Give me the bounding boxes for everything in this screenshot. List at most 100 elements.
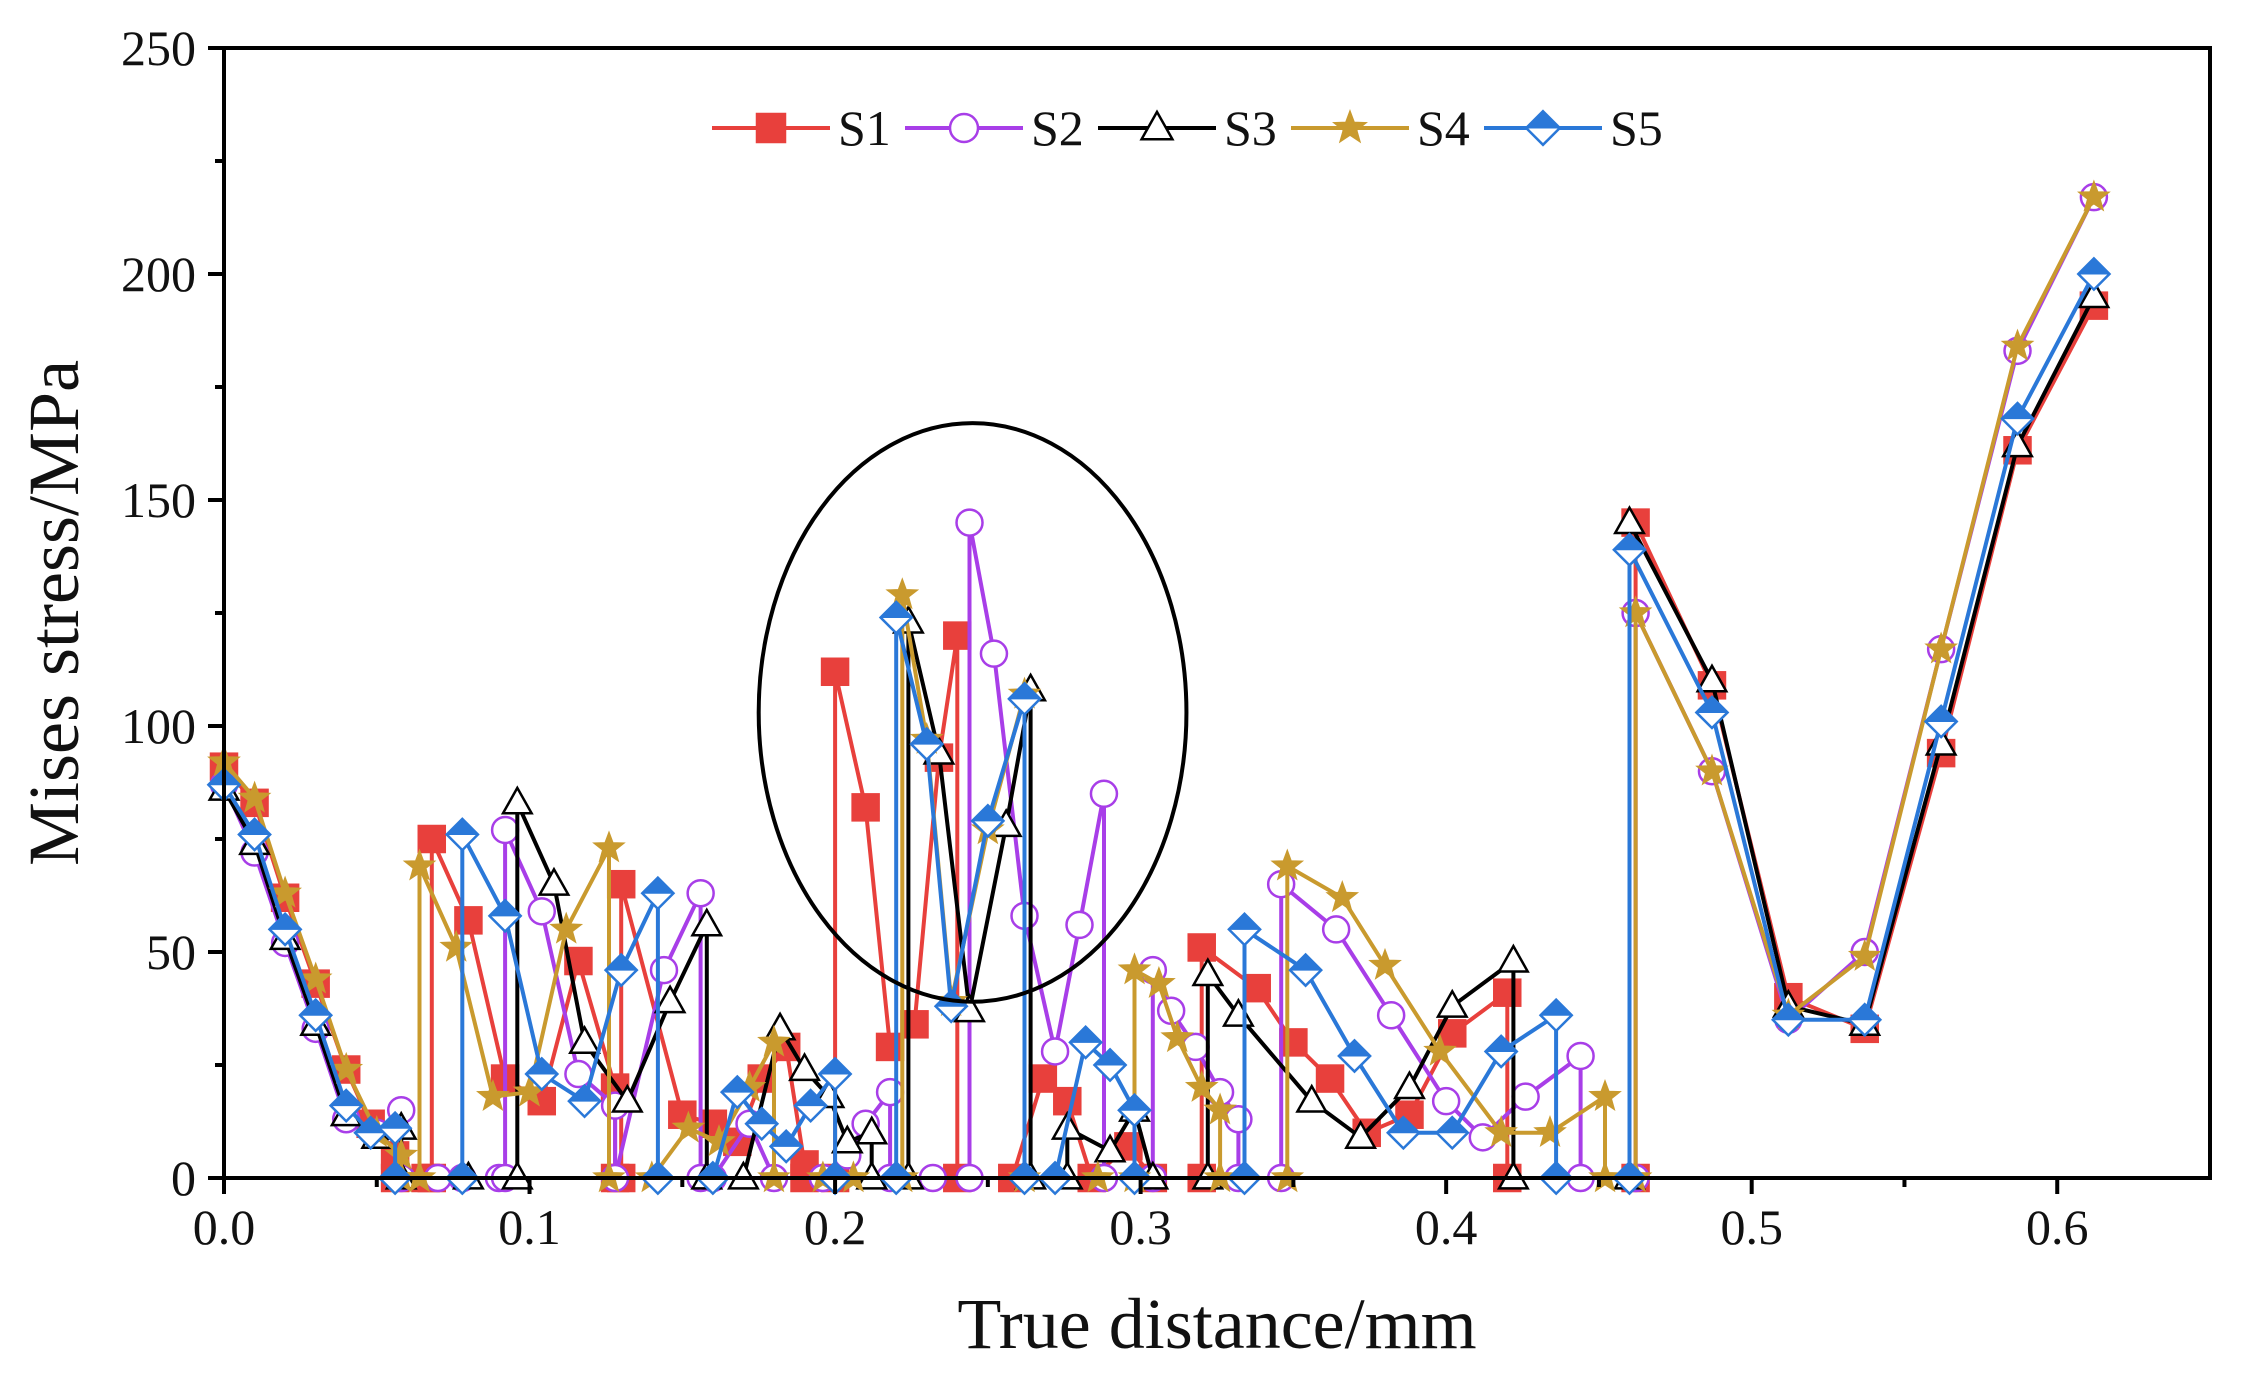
series-marker [1139,109,1175,141]
series-marker [603,952,639,988]
x-tick-label: 0.5 [1720,1199,1783,1255]
series-marker [686,878,715,908]
series-marker [851,793,880,822]
series-marker [1325,880,1360,913]
legend-item-s4: S4 [1291,100,1470,156]
series-marker [237,817,272,852]
series-marker [2077,279,2111,309]
series-marker [1203,1092,1237,1125]
y-axis-title: Mises stress/MPa [14,360,94,866]
series-marker [1191,957,1225,987]
series-marker [1321,915,1351,944]
marker-fill [971,804,1005,822]
series-marker [1434,1115,1470,1151]
series-marker [671,1110,706,1143]
series-marker [690,907,724,937]
marker-fill [1117,1093,1152,1111]
marker-fill [720,1075,755,1093]
series-marker [830,1124,864,1154]
series-marker [1315,1064,1345,1093]
series-marker [788,1052,821,1082]
legend-label: S1 [838,100,891,156]
marker-fill [769,1130,803,1147]
series-marker [1493,978,1522,1007]
series-marker [955,508,984,537]
marker-fill [567,1084,602,1102]
series-marker [1368,947,1402,980]
series-marker [909,726,945,762]
series-marker [1538,997,1574,1033]
series-marker [1770,1002,1806,1038]
y-tick-label: 150 [121,472,196,528]
marker-fill [1093,1048,1127,1066]
series-marker [2000,328,2035,361]
series-marker [755,112,787,144]
ticks-layer: 0.0 0.1 0.2 0.3 0.4 0.5 0.6 0 50 100 150 200 250 [121,20,2088,1255]
series-marker [900,1010,929,1039]
marker-fill [329,1089,364,1107]
series-marker [1295,1083,1329,1113]
annotation-layer [756,421,1189,1004]
series-marker [487,898,523,934]
series-marker [1612,532,1647,568]
series-marker [500,1160,534,1190]
series-marker [476,1078,510,1111]
series-marker [855,1115,889,1145]
series-marker [1695,663,1729,693]
marker-fill [1227,913,1262,930]
marker-fill [1288,953,1323,971]
marker-fill [1695,696,1729,713]
marker-fill [879,601,913,619]
marker-fill [237,818,272,835]
series-marker [1847,938,1882,971]
series-marker [298,961,333,994]
series-marker [1117,952,1152,985]
series-marker [702,1124,736,1157]
series-marker [402,848,437,881]
series-marker [1288,952,1323,988]
series-line [222,273,2096,1180]
series-marker [444,817,480,852]
series-marker [524,1056,560,1092]
series-marker [1376,1001,1406,1030]
marker-fill [744,1107,779,1125]
series-marker [537,866,571,896]
series-marker [885,577,920,610]
series-marker [817,1056,853,1092]
series-marker [979,639,1009,668]
series-marker [1924,631,1958,664]
series-marker [549,911,584,944]
series-marker [490,815,520,845]
y-tick-label: 0 [171,1150,196,1206]
series-marker [1093,1133,1127,1163]
series-marker [1483,1034,1519,1069]
series-marker [267,912,303,947]
series-marker [1524,109,1562,147]
series-marker [744,1106,780,1142]
marker-fill [1847,1003,1882,1021]
series-marker [1393,1070,1426,1100]
series-marker [1187,933,1216,962]
marker-fill [298,998,333,1016]
series-marker [948,112,980,144]
legend-item-s3: S3 [1098,100,1277,156]
series-marker [1332,109,1368,144]
x-tick-label: 0.0 [193,1199,256,1255]
series-marker [640,875,676,911]
marker-fill [818,1057,852,1075]
marker-fill [445,818,480,835]
series-marker [606,869,636,899]
legend-item-s2: S2 [905,100,1084,156]
series-marker [878,600,914,635]
series-marker [610,1083,644,1113]
series-marker [1847,1002,1883,1038]
x-tick-label: 0.1 [498,1199,561,1255]
legend-label: S5 [1610,100,1663,156]
series-marker [1089,779,1119,809]
marker-fill [1068,1026,1103,1043]
series-marker [1270,848,1305,881]
series-marker [1533,1115,1567,1148]
series-marker [793,1088,829,1124]
series-marker [653,984,687,1014]
marker-fill [1612,533,1647,551]
